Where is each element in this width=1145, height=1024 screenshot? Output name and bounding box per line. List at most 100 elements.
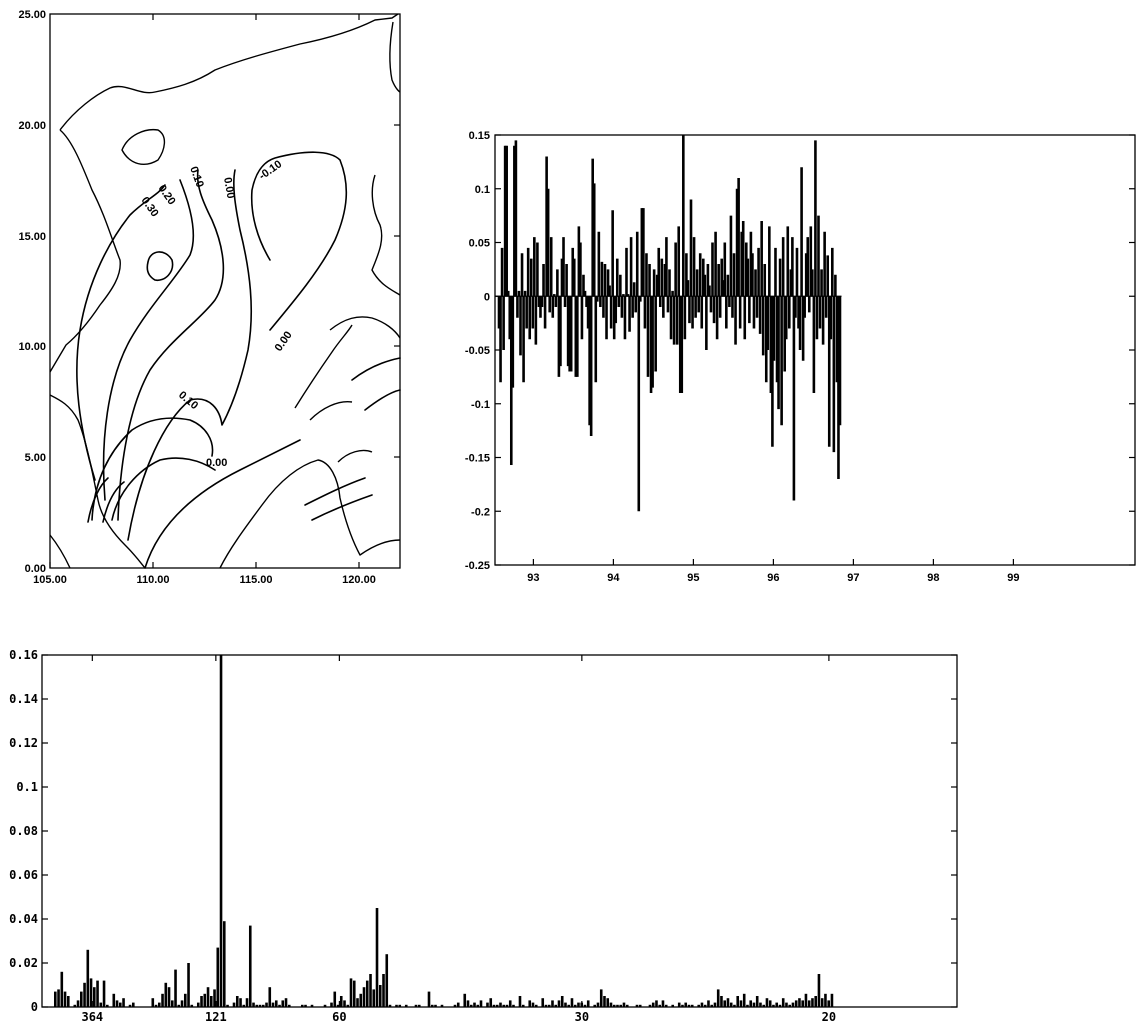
spectrum-y-tick-label-3: 0.1 [16,780,38,794]
spectrum-bar-105 [395,1004,398,1007]
spectrum-bar-88 [339,996,343,1007]
ts-bar-39 [557,296,561,377]
spectrum-bar-124 [456,1002,460,1007]
ts-bar-114 [672,296,676,345]
ts-bar-165 [751,253,754,297]
ts-bar-159 [741,221,745,297]
ts-bar-124 [688,296,691,324]
spectrum-bar-204 [716,989,720,1007]
ts-y-ticks: 0.15 0.1 0.05 0 -0.05 -0.1 -0.15 -0.2 -0.25 [465,130,1135,572]
ts-bar-145 [720,258,724,297]
ts-bar-203 [809,226,813,297]
ts-bar-79 [619,274,622,297]
ts-bar-99 [649,296,653,393]
ts-bar-207 [815,296,819,340]
spectrum-y-ticks: 0.16 0.14 0.12 0.1 0.08 0.06 0.04 0.02 0 [9,648,957,1014]
ts-bar-126 [691,296,694,329]
ts-bar-5 [505,145,508,297]
ts-bar-59 [588,296,591,426]
spectrum-bar-161 [577,1002,580,1007]
spectrum-y-tick-label-6: 0.04 [9,912,38,926]
spectrum-bar-115 [427,991,431,1007]
spectrum-bar-57 [239,998,242,1007]
ts-bar-171 [760,221,763,297]
spectrum-bar-13 [96,980,99,1007]
ts-bar-113 [671,290,674,297]
ts-bar-186 [783,296,786,372]
spectrum-bar-2 [60,971,64,1007]
spectrum-bar-89 [343,1000,346,1007]
ts-bar-182 [777,296,780,410]
spectrum-bar-106 [398,1004,402,1007]
map-y-tick-label-0: 0.00 [25,563,46,575]
ts-bar-205 [812,296,816,393]
ts-bar-71 [606,269,610,297]
spectrum-bar-137 [499,1002,502,1007]
ts-bar-197 [800,167,803,297]
spectrum-bar-111 [414,1004,418,1007]
spectrum-bar-30 [151,998,155,1007]
ts-bar-192 [792,296,796,501]
spectrum-bar-193 [681,1004,684,1007]
ts-bar-73 [609,296,613,329]
ts-bar-162 [746,258,750,297]
contour-line-high-center [146,251,174,282]
ts-bar-10 [513,145,516,297]
ts-bar-0 [497,296,501,329]
ts-bar-4 [503,145,507,297]
spectrum-bar-69 [278,1004,281,1007]
ts-bar-35 [551,296,555,318]
spectrum-bar-103 [388,1004,392,1007]
ts-y-tick-label-1: 0.1 [475,184,490,196]
spectrum-bar-141 [512,1004,515,1007]
ts-bar-38 [556,269,559,297]
spectrum-bar-61 [252,1002,255,1007]
spectrum-bar-218 [762,1004,766,1007]
ts-x-tick-label-1: 94 [607,572,620,584]
spectrum-y-tick-label-7: 0.02 [9,956,38,970]
spectrum-bar-15 [102,980,106,1007]
ts-bar-157 [738,296,742,329]
spectrum-bar-208 [729,1002,733,1007]
ts-bar-11 [514,140,518,297]
spectrum-bar-221 [772,1004,775,1007]
map-x-tick-label-105: 105.00 [33,574,67,586]
ts-bar-83 [625,247,628,297]
spectrum-bar-192 [677,1002,681,1007]
spectrum-bar-96 [365,980,369,1007]
ts-bar-125 [689,199,693,297]
ts-bar-147 [723,242,727,297]
spectrum-bar-108 [404,1004,408,1007]
ts-bar-104 [657,247,661,297]
map-x-tick-label-120: 120.00 [342,574,376,586]
ts-bar-174 [764,296,768,383]
ts-bar-208 [817,215,820,297]
ts-bar-155 [735,188,739,297]
spectrum-bar-97 [369,974,372,1007]
spectrum-bar-9 [83,982,86,1007]
spectrum-bar-232 [807,1000,811,1007]
ts-bar-24 [534,296,538,345]
ts-bar-132 [700,296,704,329]
ts-bar-68 [602,296,605,318]
ts-bar-106 [660,258,664,297]
ts-bar-163 [748,296,751,324]
ts-bar-27 [539,296,542,318]
spectrum-bar-144 [521,1004,525,1007]
spectrum-bar-160 [573,1004,577,1007]
spectrum-bar-46 [203,993,207,1007]
contour-map-panel: 0.30 0.20 0.10 0.00 -0.10 0.00 0.10 0.00… [18,9,401,586]
contour-label-6: 0.10 [176,389,200,412]
ts-bar-161 [745,242,748,297]
ts-bar-49 [572,258,576,297]
spectrum-bar-71 [284,998,288,1007]
spectrum-bar-217 [759,1002,762,1007]
map-y-tick-label-15: 15.00 [18,231,46,243]
ts-y-tick-label-2: 0.05 [469,238,490,250]
spectrum-bar-58 [242,1004,246,1007]
ts-bar-31 [545,156,548,297]
coastline-luzon [371,174,401,296]
spectrum-bar-55 [232,1002,236,1007]
ts-bar-22 [531,296,535,329]
contour-line-bornean-b [311,494,373,521]
